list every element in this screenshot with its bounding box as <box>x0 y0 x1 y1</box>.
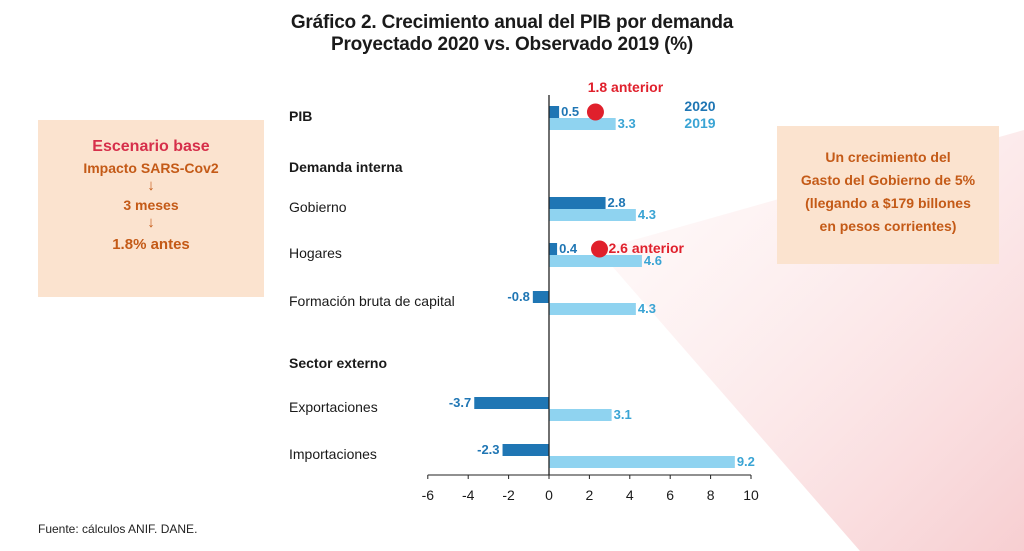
x-tick-label: -4 <box>462 487 475 503</box>
scenario-impact: Impacto SARS-Cov2 <box>83 160 219 176</box>
bar-2020 <box>502 444 549 456</box>
data-label-2020: -0.8 <box>507 289 529 304</box>
category-label: Importaciones <box>289 446 377 462</box>
note-line-2: Gasto del Gobierno de 5% <box>800 172 976 188</box>
data-label-2020: -3.7 <box>449 395 471 410</box>
source-note: Fuente: cálculos ANIF. DANE. <box>38 522 198 536</box>
bar-2019 <box>549 409 612 421</box>
data-label-2019: 4.6 <box>644 253 662 268</box>
section-header: Demanda interna <box>289 159 403 175</box>
x-tick-label: 2 <box>586 487 594 503</box>
scenario-box: Escenario base Impacto SARS-Cov2 ↓ 3 mes… <box>38 120 264 297</box>
bar-2020 <box>474 397 549 409</box>
category-label: Exportaciones <box>289 399 378 415</box>
data-label-2019: 3.1 <box>614 407 632 422</box>
bar-2019 <box>549 456 735 468</box>
bar-2020 <box>532 291 549 303</box>
arrow-down-icon: ↓ <box>147 177 155 194</box>
previous-estimate-marker <box>586 103 604 121</box>
legend-2020: 2020 <box>684 98 715 114</box>
data-label-2020: 0.4 <box>559 241 578 256</box>
note-line-3: (llegando a $179 billones <box>805 195 971 211</box>
data-label-2019: 4.3 <box>638 207 656 222</box>
data-label-2020: 0.5 <box>561 104 579 119</box>
scenario-previous: 1.8% antes <box>112 236 190 253</box>
category-label: Formación bruta de capital <box>289 293 455 309</box>
bar-2020 <box>549 197 606 209</box>
x-tick-label: 6 <box>666 487 674 503</box>
government-note-box: Un crecimiento del Gasto del Gobierno de… <box>777 126 999 264</box>
bar-2019 <box>549 118 616 130</box>
previous-estimate-marker <box>591 240 608 258</box>
chart-subtitle: Proyectado 2020 vs. Observado 2019 (%) <box>330 34 694 55</box>
data-label-2020: -2.3 <box>477 442 499 457</box>
data-label-2019: 4.3 <box>638 301 656 316</box>
chart-title: Gráfico 2. Crecimiento anual del PIB por… <box>290 12 734 33</box>
x-tick-label: -6 <box>422 487 435 503</box>
category-label: Hogares <box>289 245 342 261</box>
scenario-title: Escenario base <box>92 138 210 155</box>
x-tick-label: 0 <box>545 487 553 503</box>
x-tick-label: 10 <box>743 487 759 503</box>
note-line-4: en pesos corrientes) <box>819 218 957 234</box>
x-tick-label: 4 <box>626 487 634 503</box>
previous-estimate-label: 2.6 anterior <box>609 240 685 256</box>
section-header: Sector externo <box>289 355 387 371</box>
data-label-2020: 2.8 <box>608 195 626 210</box>
bar-2020 <box>549 243 558 255</box>
scenario-duration: 3 meses <box>123 197 179 213</box>
bar-2019 <box>549 303 636 315</box>
category-label: PIB <box>289 108 312 124</box>
data-label-2019: 9.2 <box>737 454 755 469</box>
previous-estimate-label: 1.8 anterior <box>588 79 664 95</box>
bar-2019 <box>549 255 642 267</box>
x-tick-label: -2 <box>502 487 515 503</box>
arrow-down-icon: ↓ <box>147 214 155 231</box>
category-label: Gobierno <box>289 199 347 215</box>
legend-2019: 2019 <box>684 115 715 131</box>
data-label-2019: 3.3 <box>618 116 636 131</box>
note-line-1: Un crecimiento del <box>825 149 951 165</box>
bar-2020 <box>549 106 560 118</box>
x-tick-label: 8 <box>707 487 715 503</box>
bar-2019 <box>549 209 636 221</box>
